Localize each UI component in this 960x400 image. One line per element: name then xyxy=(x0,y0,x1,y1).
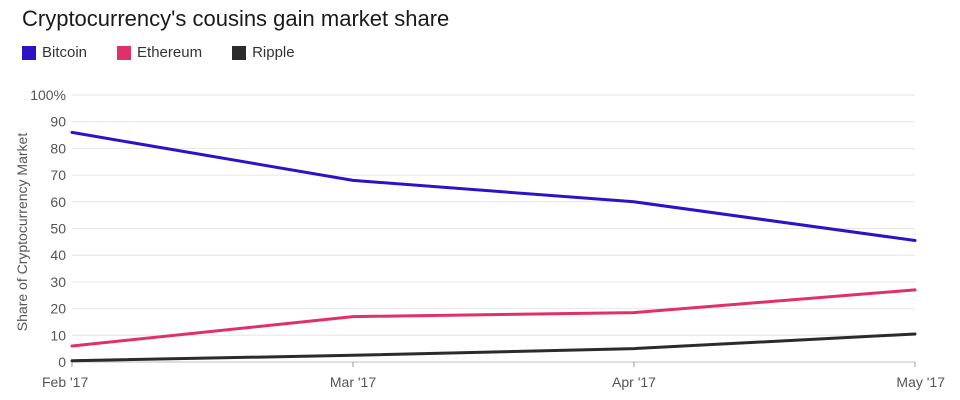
y-axis-label: Share of Cryptocurrency Market xyxy=(14,133,30,332)
y-tick-label: 50 xyxy=(50,221,66,237)
x-tick-label: May '17 xyxy=(896,374,945,390)
series-line-bitcoin xyxy=(70,130,917,242)
legend-item-bitcoin: Bitcoin xyxy=(22,44,87,61)
legend-swatch-ripple xyxy=(232,45,247,60)
legend: Bitcoin Ethereum Ripple xyxy=(22,44,295,61)
y-tick-label: 90 xyxy=(50,114,66,130)
legend-label-ethereum: Ethereum xyxy=(137,44,203,61)
series-line-ripple xyxy=(70,332,917,363)
y-tick-label: 10 xyxy=(50,327,66,343)
legend-item-ripple: Ripple xyxy=(232,44,295,61)
y-axis-ticks: 0 10 20 30 40 50 60 70 80 90 100% xyxy=(30,87,66,370)
y-tick-label: 80 xyxy=(50,140,66,156)
y-tick-label: 70 xyxy=(50,167,66,183)
legend-item-ethereum: Ethereum xyxy=(117,44,202,61)
gridlines xyxy=(72,94,915,363)
legend-swatch-ethereum xyxy=(117,45,132,60)
y-tick-label: 40 xyxy=(50,247,66,263)
x-tick-label: Feb '17 xyxy=(42,374,88,390)
y-tick-label: 20 xyxy=(50,301,66,317)
y-tick-label: 0 xyxy=(58,354,66,370)
legend-swatch-bitcoin xyxy=(22,45,36,60)
y-tick-label: 100% xyxy=(30,87,66,103)
y-tick-label: 60 xyxy=(50,194,66,210)
chart-title: Cryptocurrency's cousins gain market sha… xyxy=(22,6,450,31)
series-lines xyxy=(70,130,917,363)
x-axis-ticks: Feb '17 Mar '17 Apr '17 May '17 xyxy=(42,362,945,390)
x-tick-label: Mar '17 xyxy=(330,374,376,390)
legend-label-bitcoin: Bitcoin xyxy=(42,44,88,61)
x-tick-label: Apr '17 xyxy=(612,374,656,390)
y-tick-label: 30 xyxy=(50,274,66,290)
series-line-ethereum xyxy=(70,288,917,348)
legend-label-ripple: Ripple xyxy=(252,44,295,61)
